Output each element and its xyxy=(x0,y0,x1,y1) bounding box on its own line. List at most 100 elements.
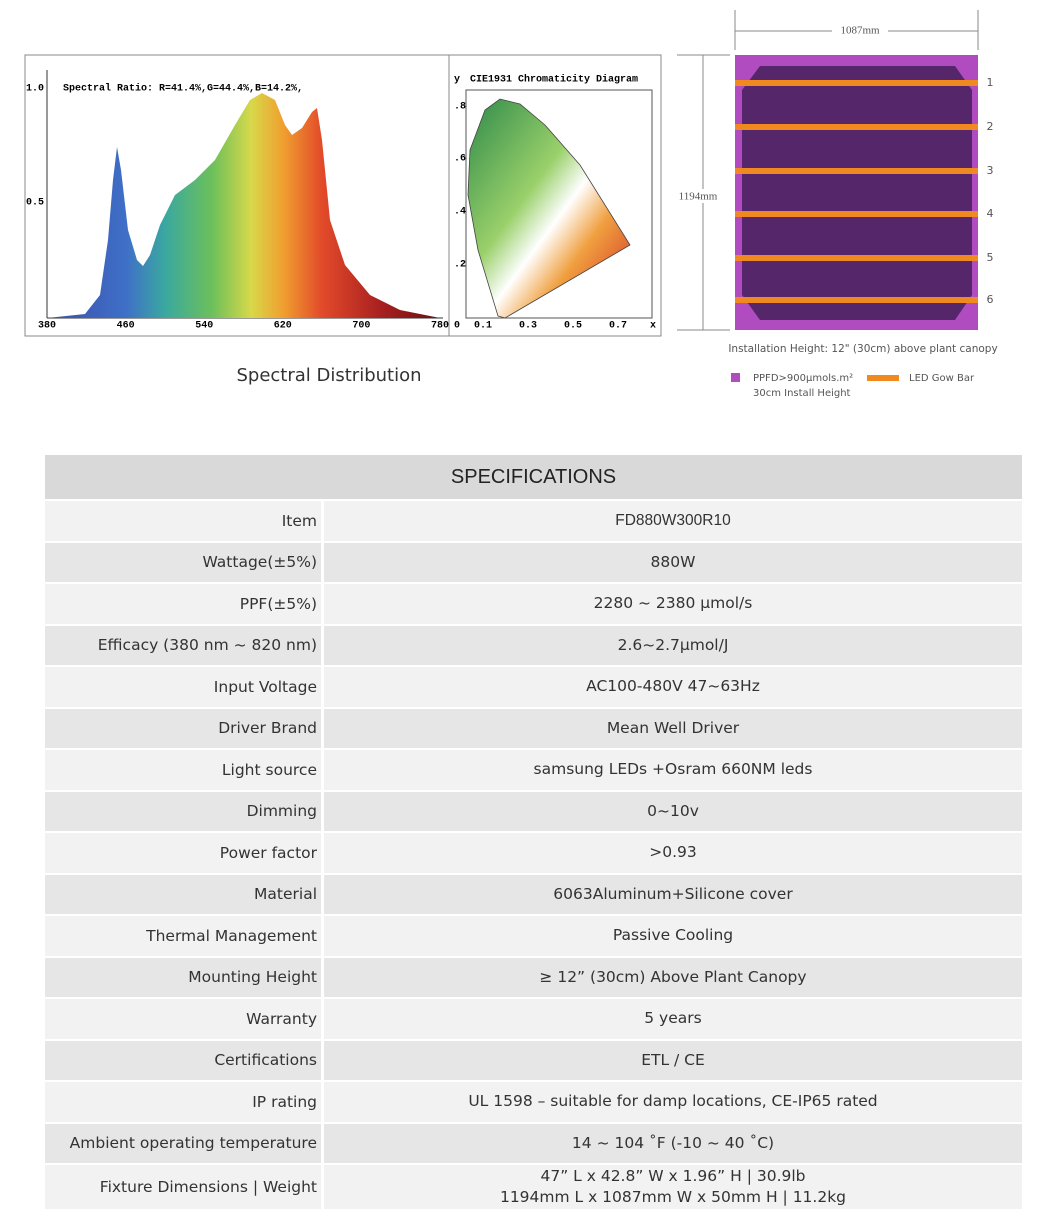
x-tick-label: 780 xyxy=(431,321,449,332)
x-tick-label: 0.7 xyxy=(609,321,627,332)
spec-key: Certifications xyxy=(45,1040,324,1080)
spec-key: Efficacy (380 nm ~ 820 nm) xyxy=(45,625,324,665)
spec-value: Passive Cooling xyxy=(612,926,734,945)
spec-value: 5 years xyxy=(644,1009,702,1028)
table-title: SPECIFICATIONS xyxy=(45,455,1022,501)
spec-value: AC100-480V 47~63Hz xyxy=(586,677,760,696)
spec-key: Power factor xyxy=(45,833,324,873)
legend-label: 30cm Install Height xyxy=(753,388,851,399)
bar-number: 4 xyxy=(987,207,994,220)
cie-frame xyxy=(465,89,653,319)
spec-row: Dimming 0~10v xyxy=(45,791,1022,833)
spec-row: Thermal Management Passive Cooling xyxy=(45,916,1022,958)
spec-key: Fixture Dimensions | Weight xyxy=(45,1165,324,1209)
spec-key: PPF(±5%) xyxy=(45,584,324,624)
spec-value: UL 1598 – suitable for damp locations, C… xyxy=(468,1092,878,1111)
ppfd-core xyxy=(742,66,972,320)
spectral-ratio: Spectral Ratio: R=41.4%,G=44.4%,B=14.2%, xyxy=(63,83,303,95)
spec-value: Mean Well Driver xyxy=(606,718,740,737)
spec-key: Thermal Management xyxy=(45,916,324,956)
x-tick-label: 0.1 xyxy=(474,321,492,332)
bar-number: 1 xyxy=(987,76,994,89)
legend-swatch xyxy=(867,375,899,381)
spec-key: Ambient operating temperature xyxy=(45,1123,324,1163)
spec-key: Light source xyxy=(45,750,324,790)
spec-key: Mounting Height xyxy=(45,957,324,997)
spec-key: Input Voltage xyxy=(45,667,324,707)
dimension-label: 1087mm xyxy=(840,25,880,37)
led-bar xyxy=(735,211,978,217)
y-tick-label: .8 xyxy=(454,102,466,113)
spec-row: Certifications ETL / CE xyxy=(45,1040,1022,1082)
spec-value: ETL / CE xyxy=(641,1050,705,1069)
spec-value: >0.93 xyxy=(649,843,697,862)
top-figures: 1.0 0.5 Spectral Ratio: R=41.4%,G=44.4%,B=… xyxy=(24,10,998,399)
axis-label: y xyxy=(454,75,460,86)
origin-label: 0 xyxy=(454,321,460,332)
spec-value-line: 1194mm L x 1087mm W x 50mm H | 11.2kg xyxy=(499,1188,847,1206)
spec-value: 14 ~ 104 ˚F (-10 ~ 40 ˚C) xyxy=(571,1133,775,1152)
bar-number: 5 xyxy=(987,251,994,264)
y-tick-label: .2 xyxy=(454,260,466,271)
x-tick-label: 540 xyxy=(195,321,213,332)
bar-number: 6 xyxy=(987,293,994,306)
spec-value: samsung LEDs +Osram 660NM leds xyxy=(533,760,813,779)
spec-value: 2.6~2.7μmol/J xyxy=(617,635,729,654)
y-tick-label: .4 xyxy=(454,207,466,218)
label-bg xyxy=(832,24,888,38)
x-tick-label: 620 xyxy=(274,321,292,332)
caption: Spectral Distribution xyxy=(236,365,421,386)
spec-value-line: 47” L x 42.8” W x 1.96” H | 30.9lb xyxy=(540,1167,806,1185)
spec-row: Power factor >0.93 xyxy=(45,833,1022,875)
axis-label: x xyxy=(650,321,656,332)
legend-label: LED Gow Bar xyxy=(909,373,975,384)
spec-key: Driver Brand xyxy=(45,708,324,748)
spec-row: Input Voltage AC100-480V 47~63Hz xyxy=(45,667,1022,709)
x-tick-label: 700 xyxy=(352,321,370,332)
spec-key: Warranty xyxy=(45,999,324,1039)
bar-number: 3 xyxy=(987,164,994,177)
y-tick-label: .6 xyxy=(454,154,466,165)
x-tick-label: 0.5 xyxy=(564,321,582,332)
bar-number: 2 xyxy=(987,120,994,133)
y-tick-label: 1.0 xyxy=(26,84,44,95)
spectrum-curve xyxy=(47,93,440,318)
label-bg xyxy=(676,189,732,203)
spec-row: Wattage(±5%) 880W xyxy=(45,542,1022,584)
spec-row: Fixture Dimensions | Weight 47” L x 42.8”… xyxy=(45,1165,1022,1211)
spec-row: Driver Brand Mean Well Driver xyxy=(45,708,1022,750)
spec-row: Mounting Height ≥ 12” (30cm) Above Plant … xyxy=(45,957,1022,999)
cie-gamut xyxy=(467,98,631,319)
x-tick-label: 0.3 xyxy=(519,321,537,332)
spec-row: Material 6063Aluminum+Silicone cover xyxy=(45,874,1022,916)
spec-row: Light source samsung LEDs +Osram 660NM le… xyxy=(45,750,1022,792)
cie-title: CIE1931 Chromaticity Diagram xyxy=(470,74,638,86)
spec-key: Material xyxy=(45,874,324,914)
spec-row: Ambient operating temperature 14 ~ 104 ˚F… xyxy=(45,1123,1022,1165)
spec-row: Item FD880W300R10 xyxy=(45,501,1022,543)
spec-key: Dimming xyxy=(45,791,324,831)
spec-value: 0~10v xyxy=(647,801,699,820)
spec-key: Wattage(±5%) xyxy=(45,542,324,582)
spec-key: IP rating xyxy=(45,1082,324,1122)
legend-label: PPFD>900μmols.m² xyxy=(753,373,853,384)
x-tick-label: 460 xyxy=(117,321,135,332)
led-bar xyxy=(735,297,978,303)
spec-row: PPF(±5%) 2280 ~ 2380 μmol/s xyxy=(45,584,1022,626)
spec-value: ≥ 12” (30cm) Above Plant Canopy xyxy=(539,967,807,986)
y-tick-label: 0.5 xyxy=(26,198,44,209)
spec-table: SPECIFICATIONS Item FD880W300R10 Wattage(±5… xyxy=(45,455,1022,1211)
spec-row: Warranty 5 years xyxy=(45,999,1022,1041)
legend-swatch xyxy=(731,373,740,382)
spec-value: 6063Aluminum+Silicone cover xyxy=(553,884,793,903)
spec-row: Efficacy (380 nm ~ 820 nm) 2.6~2.7μmol/J xyxy=(45,625,1022,667)
led-bar xyxy=(735,168,978,174)
x-tick-label: 380 xyxy=(38,321,56,332)
led-bar xyxy=(735,124,978,130)
spec-value: 880W xyxy=(650,552,696,571)
led-bar xyxy=(735,80,978,86)
spec-value: 47” L x 42.8” W x 1.96” H | 30.9lb 1194mm… xyxy=(324,1165,1022,1209)
spec-value: FD880W300R10 xyxy=(615,512,731,530)
spec-key: Item xyxy=(45,501,324,541)
